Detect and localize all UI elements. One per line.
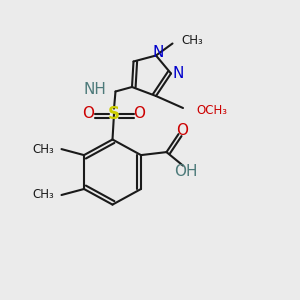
Text: S: S [108,105,120,123]
Text: O: O [82,106,94,122]
Text: N: N [153,45,164,60]
Text: O: O [134,106,146,122]
Text: OCH₃: OCH₃ [196,104,227,117]
Text: CH₃: CH₃ [32,188,54,202]
Text: OH: OH [174,164,198,179]
Text: O: O [176,123,188,138]
Text: N: N [173,66,184,81]
Text: NH: NH [84,82,106,98]
Text: CH₃: CH₃ [32,142,54,156]
Text: CH₃: CH₃ [181,34,203,47]
